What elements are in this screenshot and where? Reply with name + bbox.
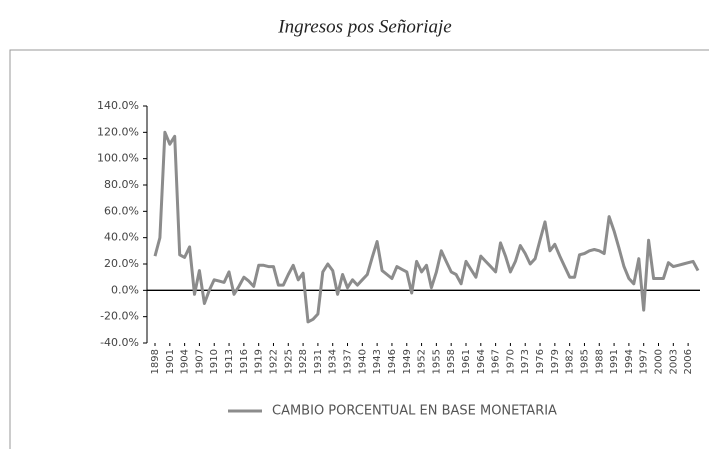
- y-tick-label: 0.0%: [111, 283, 139, 296]
- series-line: [153, 130, 700, 324]
- y-tick-label: -40.0%: [100, 336, 139, 349]
- x-tick-label: 1940: [357, 349, 368, 374]
- x-tick-label: 1991: [609, 349, 620, 374]
- y-tick-label: 20.0%: [104, 257, 139, 270]
- x-tick-label: 2006: [683, 349, 694, 374]
- x-tick-label: 1955: [431, 349, 442, 374]
- frame: [9, 49, 709, 449]
- x-tick-label: 1994: [624, 349, 635, 374]
- x-tick-label: 1907: [194, 349, 205, 374]
- x-tick-label: 1928: [298, 349, 309, 374]
- x-tick-label: 1985: [579, 349, 590, 374]
- x-tick-label: 1958: [446, 349, 457, 374]
- x-tick-label: 1943: [372, 349, 383, 374]
- x-tick-label: 1916: [239, 349, 250, 374]
- x-tick-label: 1976: [535, 349, 546, 374]
- x-tick-label: 1988: [594, 349, 605, 374]
- x-tick-label: 1967: [491, 349, 502, 374]
- legend-label: CAMBIO PORCENTUAL EN BASE MONETARIA: [272, 404, 557, 419]
- y-tick-label: 40.0%: [104, 231, 139, 244]
- x-tick-label: 2000: [654, 349, 665, 374]
- x-tick-label: 1970: [505, 349, 516, 374]
- x-tick-label: 1949: [402, 349, 413, 374]
- x-tick-label: 1952: [417, 349, 428, 374]
- x-tick-label: 1982: [565, 349, 576, 374]
- y-tick-label: -20.0%: [100, 310, 139, 323]
- y-tick-label: 60.0%: [104, 204, 139, 217]
- x-tick-label: 1961: [461, 349, 472, 374]
- x-tick-label: 1997: [639, 349, 650, 374]
- x-tick-label: 1934: [328, 349, 339, 374]
- y-tick-label: 120.0%: [97, 125, 139, 138]
- x-tick-label: 1898: [150, 349, 161, 374]
- chart-title: Ingresos pos Señoriaje: [277, 16, 451, 37]
- x-tick-label: 2003: [668, 349, 679, 374]
- x-tick-label: 1925: [283, 349, 294, 374]
- x-tick-label: 1904: [180, 349, 191, 374]
- x-tick-label: 1910: [209, 349, 220, 374]
- x-tick-label: 1901: [165, 349, 176, 374]
- y-tick-label: 140.0%: [97, 99, 139, 112]
- x-tick-label: 1946: [387, 349, 398, 374]
- y-tick-label: 100.0%: [97, 152, 139, 165]
- x-tick-label: 1922: [268, 349, 279, 374]
- x-tick-label: 1937: [343, 349, 354, 374]
- x-tick-label: 1919: [254, 349, 265, 374]
- x-tick-label: 1931: [313, 349, 324, 374]
- y-tick-label: 80.0%: [104, 178, 139, 191]
- x-tick-label: 1913: [224, 349, 235, 374]
- x-tick-label: 1979: [550, 349, 561, 374]
- x-tick-label: 1973: [520, 349, 531, 374]
- x-tick-label: 1964: [476, 349, 487, 374]
